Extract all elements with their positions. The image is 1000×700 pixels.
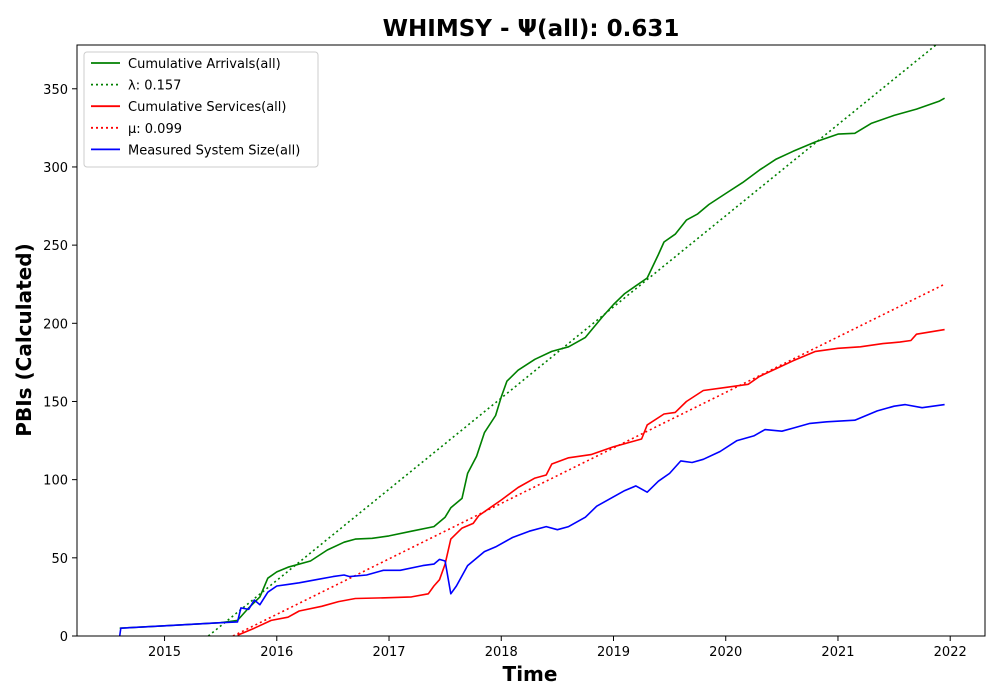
x-tick-label: 2020 (709, 645, 742, 660)
y-axis: 0 50 100 150 200 250 300 350 (43, 83, 77, 645)
x-tick-label: 2015 (148, 645, 181, 660)
legend-label: Measured System Size(all) (128, 143, 300, 158)
series-line-4 (118, 403, 945, 636)
series-line-1 (207, 45, 938, 636)
legend: Cumulative Arrivals(all) λ: 0.157 Cumulati… (83, 51, 319, 168)
y-tick-label: 100 (43, 474, 68, 489)
x-tick-label: 2021 (821, 645, 854, 660)
x-tick-label: 2018 (485, 645, 518, 660)
x-tick-label: 2022 (934, 645, 967, 660)
legend-label: λ: 0.157 (128, 79, 181, 94)
y-tick-label: 250 (43, 239, 68, 254)
x-axis: 2015 2016 2017 2018 2019 2020 2021 2022 (148, 636, 967, 660)
x-tick-label: 2017 (372, 645, 405, 660)
x-tick-label: 2019 (597, 645, 630, 660)
legend-label: μ: 0.099 (128, 122, 182, 137)
y-axis-title: PBIs (Calculated) (12, 243, 36, 436)
x-tick-label: 2016 (260, 645, 293, 660)
x-axis-title: Time (503, 662, 558, 686)
plot-frame (76, 44, 986, 637)
y-tick-label: 50 (51, 552, 68, 567)
y-tick-label: 300 (43, 161, 68, 176)
series-line-3 (232, 283, 945, 636)
y-tick-label: 350 (43, 83, 68, 98)
legend-label: Cumulative Services(all) (128, 100, 286, 115)
series-layer (118, 45, 945, 636)
legend-label: Cumulative Arrivals(all) (128, 57, 281, 72)
chart-title: WHIMSY - Ψ(all): 0.631 (383, 16, 680, 42)
y-tick-label: 200 (43, 317, 68, 332)
y-tick-label: 150 (43, 395, 68, 410)
legend-frame (83, 51, 319, 168)
series-line-0 (119, 97, 945, 629)
y-tick-label: 0 (60, 630, 68, 645)
series-line-2 (237, 328, 945, 636)
